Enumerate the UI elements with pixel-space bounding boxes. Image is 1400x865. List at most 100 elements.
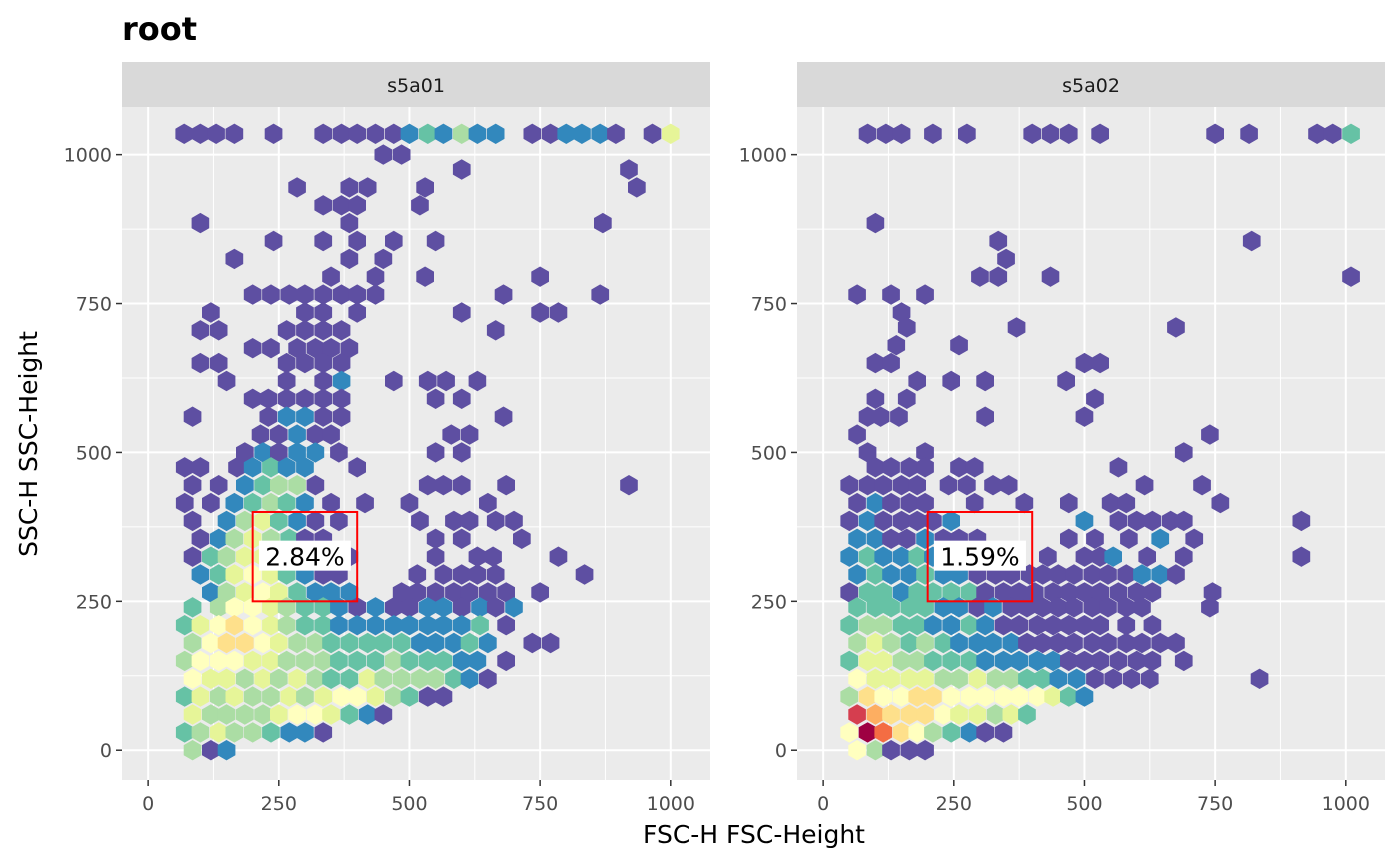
hex-bin	[217, 510, 236, 532]
hex-bin	[358, 632, 377, 654]
hex-bin	[1033, 632, 1052, 654]
hex-bin	[460, 632, 479, 654]
hex-bin	[575, 564, 594, 585]
hex-bin	[306, 668, 325, 689]
hex-bin	[840, 650, 859, 672]
hex-bin	[358, 177, 377, 198]
hex-bin	[960, 722, 979, 743]
hex-bin	[858, 615, 877, 636]
hex-bin	[960, 582, 979, 603]
hex-bin	[314, 686, 333, 707]
hex-bin	[270, 668, 288, 689]
x-tick-label: 1000	[1322, 793, 1370, 815]
hex-bin	[1143, 582, 1162, 603]
hex-bin	[445, 510, 463, 532]
hex-bin	[976, 722, 994, 743]
hex-bin	[1151, 564, 1170, 585]
hex-bin	[358, 668, 377, 689]
hex-bin	[262, 284, 280, 305]
hex-bin	[434, 597, 453, 618]
hex-bin	[277, 388, 296, 409]
hex-bin	[418, 650, 437, 672]
hex-bin	[452, 388, 471, 409]
hex-bin	[1018, 668, 1036, 689]
hex-bin	[1039, 546, 1057, 567]
hex-bin	[400, 597, 419, 618]
hex-bin	[858, 686, 877, 707]
hex-bin	[848, 492, 866, 514]
hex-bin	[1193, 475, 1211, 496]
hex-bin	[270, 632, 288, 654]
hex-bin	[392, 668, 411, 689]
hex-bin	[858, 582, 877, 603]
hex-bin	[400, 492, 419, 514]
hex-bin	[374, 668, 393, 689]
hex-bin	[942, 650, 960, 672]
gate-rectangle	[926, 510, 1034, 603]
hex-bin	[486, 564, 505, 585]
hex-bin	[225, 528, 244, 549]
hex-bin	[1023, 123, 1041, 144]
hex-bin	[1127, 582, 1146, 603]
y-tick-label: 1000	[739, 145, 787, 167]
hex-bin	[1099, 632, 1117, 654]
hex-bin	[348, 123, 366, 144]
hex-bin	[1240, 123, 1258, 144]
hex-bin	[296, 352, 314, 374]
hex-bin	[882, 668, 900, 689]
hex-bin	[314, 722, 333, 743]
hex-bin	[332, 123, 351, 144]
hex-bin	[549, 302, 568, 323]
hex-bin	[392, 582, 411, 603]
hex-bin	[523, 632, 542, 654]
hex-bin	[840, 582, 859, 603]
hex-bin	[900, 492, 919, 514]
hex-bin	[175, 615, 194, 636]
hex-bin	[243, 650, 262, 672]
hex-bin	[916, 740, 934, 761]
hex-bin	[874, 582, 893, 603]
hex-bin	[989, 230, 1008, 252]
hex-bin	[296, 686, 314, 707]
y-tick-label: 250	[76, 591, 112, 613]
hex-bin	[296, 388, 314, 409]
hex-bin	[840, 510, 859, 532]
hex-bin	[262, 722, 280, 743]
hex-bin	[426, 528, 445, 549]
hex-bin	[243, 492, 262, 514]
hex-bin	[1086, 528, 1104, 549]
hex-bin	[468, 650, 487, 672]
hex-bin	[976, 406, 994, 427]
strip-label: s5a01	[387, 75, 445, 97]
hex-bin	[858, 442, 877, 463]
hex-bin	[175, 457, 194, 478]
hex-bin	[887, 335, 906, 356]
hex-bin	[183, 406, 202, 427]
hex-bin	[225, 248, 244, 270]
hex-bin	[950, 704, 968, 725]
strip-background	[797, 62, 1385, 107]
hex-bin	[330, 510, 348, 532]
hex-bin	[989, 266, 1008, 287]
hex-bin	[1174, 650, 1193, 672]
gate-label: 1.59%	[940, 543, 1019, 572]
hex-bin	[314, 650, 333, 672]
hex-bin	[236, 704, 254, 725]
hex-bin	[497, 615, 515, 636]
hex-bin	[280, 722, 299, 743]
hex-bin	[994, 722, 1013, 743]
hex-bin	[426, 582, 445, 603]
strip-background	[122, 62, 710, 107]
hex-bin	[866, 704, 885, 725]
hex-bin	[986, 704, 1005, 725]
hex-bin	[392, 144, 411, 165]
hex-bin	[908, 686, 926, 707]
hex-bin	[296, 615, 314, 636]
hex-bin	[183, 597, 202, 618]
hex-bin	[591, 123, 610, 144]
hex-bin	[486, 123, 505, 144]
hex-bin	[400, 615, 419, 636]
hex-bin	[183, 740, 202, 761]
hex-bin	[908, 475, 926, 496]
hex-bin	[976, 686, 994, 707]
